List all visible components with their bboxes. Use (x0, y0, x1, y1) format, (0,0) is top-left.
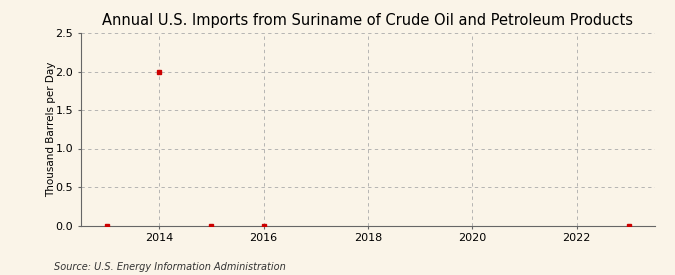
Title: Annual U.S. Imports from Suriname of Crude Oil and Petroleum Products: Annual U.S. Imports from Suriname of Cru… (103, 13, 633, 28)
Text: Source: U.S. Energy Information Administration: Source: U.S. Energy Information Administ… (54, 262, 286, 272)
Y-axis label: Thousand Barrels per Day: Thousand Barrels per Day (47, 62, 57, 197)
